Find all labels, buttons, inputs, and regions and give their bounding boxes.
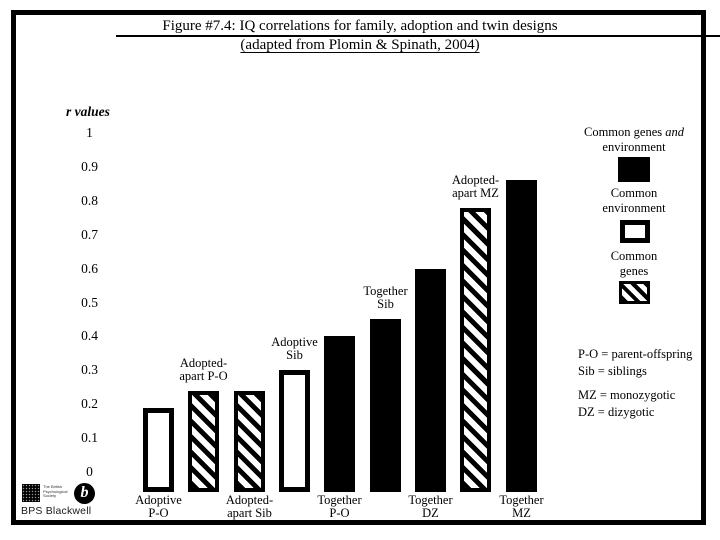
bar-label-adopted-apart-sib: Adopted-apart Sib bbox=[205, 494, 295, 520]
title-line2: (adapted from Plomin & Spinath, 2004) bbox=[240, 37, 480, 53]
legend-swatch-solid bbox=[618, 157, 650, 182]
bar-label-line: apart P-O bbox=[179, 369, 228, 383]
y-tick-0.8: 0.8 bbox=[81, 193, 98, 208]
y-tick-0: 0 bbox=[86, 464, 93, 479]
bar-label-line: apart MZ bbox=[452, 186, 499, 200]
key-line-sib: Sib = siblings bbox=[578, 364, 647, 378]
bar-label-line: Adoptive bbox=[135, 493, 182, 507]
y-tick-0.4: 0.4 bbox=[81, 328, 98, 343]
key-line-mz: MZ = monozygotic bbox=[578, 388, 676, 402]
slide-title: Figure #7.4: IQ correlations for family,… bbox=[30, 17, 690, 55]
title-line1: Figure #7.4: IQ correlations for family,… bbox=[162, 18, 558, 34]
legend-text-line: environment bbox=[602, 140, 666, 154]
title-rule bbox=[116, 35, 720, 37]
bar-label-line: Adopted- bbox=[179, 356, 228, 370]
legend-label-common-environment: Common environment bbox=[556, 186, 712, 216]
bar-adopted-apart-mz bbox=[460, 208, 491, 492]
bar-label-line: DZ bbox=[422, 506, 439, 520]
legend-text-line: genes bbox=[619, 264, 649, 278]
bar-adoptive-p-o bbox=[143, 408, 174, 492]
y-tick-0.2: 0.2 bbox=[81, 396, 98, 411]
bar-label-together-p-o: Together P-O bbox=[295, 494, 385, 520]
y-tick-1: 1 bbox=[86, 125, 93, 140]
blackwell-letter: b bbox=[80, 484, 89, 501]
y-tick-0.6: 0.6 bbox=[81, 261, 98, 276]
y-tick-0.3: 0.3 bbox=[81, 362, 98, 377]
slide-border bbox=[11, 10, 706, 525]
bar-label-line: P-O bbox=[148, 506, 169, 520]
bps-society-text: The British Psychological Society bbox=[43, 484, 68, 499]
bar-label-adopted-apart-mz: Adopted-apart MZ bbox=[431, 174, 521, 200]
y-tick-0.1: 0.1 bbox=[81, 430, 98, 445]
bar-label-line: apart Sib bbox=[227, 506, 272, 520]
y-tick-0.5: 0.5 bbox=[81, 295, 98, 310]
bar-adopted-apart-p-o bbox=[188, 391, 219, 492]
bar-together-p-o bbox=[324, 336, 355, 492]
legend-text-italic: and bbox=[665, 125, 684, 139]
legend-text-line: environment bbox=[602, 201, 666, 215]
bar-together-dz bbox=[415, 269, 446, 492]
bar-together-mz bbox=[506, 180, 537, 492]
bps-crest-icon bbox=[22, 484, 40, 502]
bar-adopted-apart-sib bbox=[234, 391, 265, 492]
blackwell-icon: b bbox=[74, 483, 95, 504]
bar-label-adoptive-sib: Adoptive Sib bbox=[250, 336, 340, 362]
bar-adoptive-sib bbox=[279, 370, 310, 492]
abbreviation-key: P-O = parent-offspring Sib = siblings MZ… bbox=[578, 346, 692, 421]
bar-label-line: MZ bbox=[512, 506, 531, 520]
bar-label-line: Together bbox=[499, 493, 544, 507]
bar-label-together-sib: Together Sib bbox=[341, 285, 431, 311]
bar-label-line: Adopted- bbox=[225, 493, 274, 507]
legend-label-common-genes: Common genes bbox=[556, 249, 712, 279]
legend-text-line: Common genes and bbox=[556, 125, 712, 140]
bar-label-line: Together bbox=[317, 493, 362, 507]
legend-swatch-hatch bbox=[619, 281, 650, 304]
y-tick-0.7: 0.7 bbox=[81, 227, 98, 242]
bar-label-adoptive-p-o: Adoptive P-O bbox=[114, 494, 204, 520]
bar-label-together-mz: Together MZ bbox=[477, 494, 567, 520]
legend-text: Common genes bbox=[584, 125, 666, 139]
legend-text-line: Common bbox=[610, 249, 658, 263]
bar-label-line: Together bbox=[363, 284, 408, 298]
bar-label-line: Sib bbox=[377, 297, 394, 311]
bar-label-line: Adopted- bbox=[451, 173, 500, 187]
y-axis-title: r values bbox=[66, 104, 110, 119]
logo-brand-text: BPS Blackwell bbox=[21, 505, 92, 517]
bar-label-line: Together bbox=[408, 493, 453, 507]
key-line-dz: DZ = dizygotic bbox=[578, 405, 655, 419]
bar-label-line: P-O bbox=[329, 506, 350, 520]
key-line-po: P-O = parent-offspring bbox=[578, 347, 693, 361]
legend-label-common-genes-and-environment: Common genes and environment bbox=[556, 125, 712, 155]
bar-label-together-dz: Together DZ bbox=[386, 494, 476, 520]
bar-label-line: Sib bbox=[286, 348, 303, 362]
bar-together-sib bbox=[370, 319, 401, 492]
legend-swatch-outline bbox=[620, 220, 650, 243]
bar-label-adopted-apart-p-o: Adopted-apart P-O bbox=[159, 357, 249, 383]
bar-label-line: Adoptive bbox=[271, 335, 318, 349]
y-tick-0.9: 0.9 bbox=[81, 159, 98, 174]
legend-text-line: Common bbox=[610, 186, 658, 200]
